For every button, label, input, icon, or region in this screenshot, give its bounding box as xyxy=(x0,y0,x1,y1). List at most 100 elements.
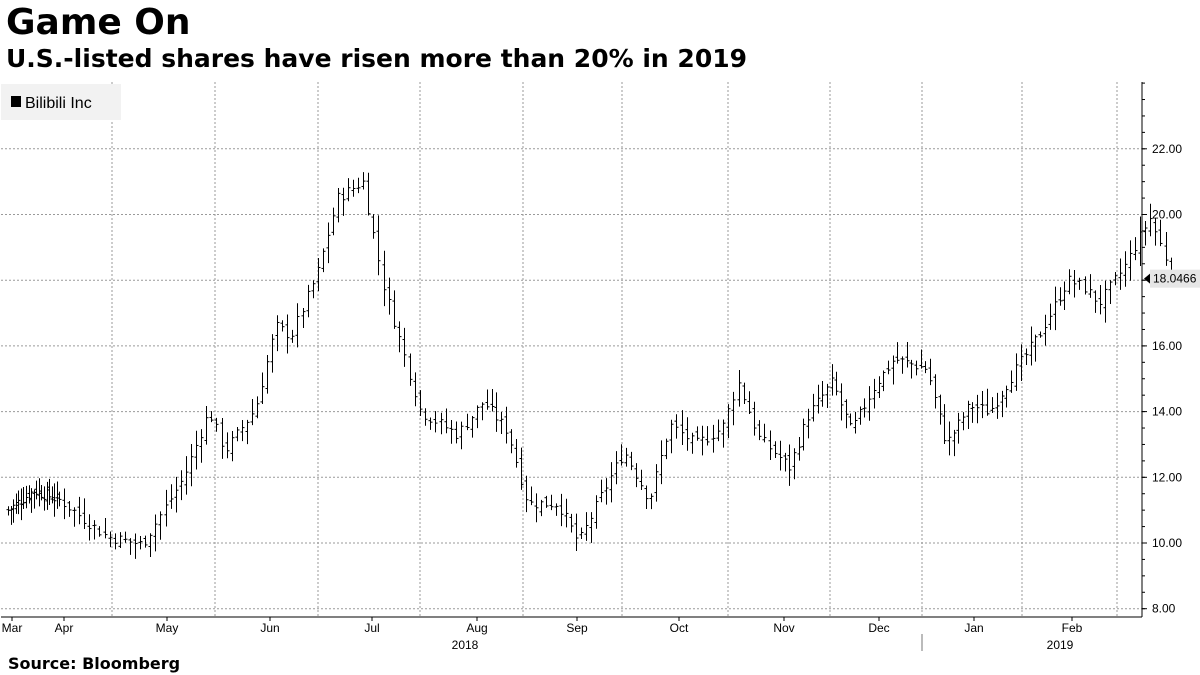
ohlc-bar xyxy=(1048,303,1053,330)
ohlc-bar xyxy=(209,411,214,423)
ohlc-bar xyxy=(858,406,863,425)
ohlc-bar xyxy=(524,475,529,513)
ohlc-bar xyxy=(418,390,423,416)
ohlc-bar xyxy=(47,478,52,505)
ohlc-bar xyxy=(439,412,444,435)
ohlc-bar xyxy=(169,484,174,509)
ohlc-bar xyxy=(1128,240,1133,281)
ohlc-bar xyxy=(1113,271,1118,286)
ohlc-bar xyxy=(108,531,113,548)
ohlc-bar xyxy=(72,507,77,527)
ohlc-bar xyxy=(34,480,39,500)
ohlc-bar xyxy=(1067,269,1072,295)
ohlc-bar xyxy=(721,419,726,448)
ohlc-bar xyxy=(351,179,356,197)
ohlc-bar xyxy=(980,390,985,419)
ohlc-bar xyxy=(797,436,802,461)
x-year-label: 2018 xyxy=(452,638,479,652)
ohlc-bar xyxy=(589,512,594,543)
ohlc-bar xyxy=(579,527,584,540)
x-tick-label: Feb xyxy=(1062,621,1083,635)
ohlc-bar xyxy=(77,496,82,525)
ohlc-bar xyxy=(504,406,509,444)
ohlc-bar xyxy=(204,406,209,445)
ohlc-bar xyxy=(143,535,148,548)
ohlc-bar xyxy=(113,533,118,550)
x-tick-label: May xyxy=(156,621,179,635)
x-tick-label: Jun xyxy=(260,621,279,635)
ohlc-bar xyxy=(634,463,639,488)
ohlc-bar xyxy=(938,394,943,425)
ohlc-bar xyxy=(752,401,757,436)
ohlc-bar xyxy=(24,485,29,509)
ohlc-bar xyxy=(1148,203,1153,237)
ohlc-bar xyxy=(376,215,381,276)
x-tick-label: Sep xyxy=(566,621,588,635)
chart-title: Game On xyxy=(6,2,191,43)
ohlc-bar xyxy=(778,440,783,471)
ohlc-bar xyxy=(747,391,752,414)
ohlc-bar xyxy=(428,417,433,430)
ohlc-bar xyxy=(514,439,519,468)
ohlc-bar xyxy=(1093,290,1098,313)
ohlc-bar xyxy=(509,429,514,454)
ohlc-bar xyxy=(690,432,695,454)
ohlc-bar xyxy=(762,423,767,443)
ohlc-bar xyxy=(1118,258,1123,290)
ohlc-bar xyxy=(346,178,351,202)
ohlc-bar xyxy=(834,371,839,396)
ohlc-bar xyxy=(742,382,747,404)
ohlc-bar xyxy=(539,499,544,517)
ohlc-bar xyxy=(1009,370,1014,393)
ohlc-bar xyxy=(830,364,835,396)
legend: Bilibili Inc xyxy=(1,84,121,120)
ohlc-bar xyxy=(361,172,366,190)
x-tick-label: Dec xyxy=(868,621,889,635)
ohlc-bar xyxy=(392,290,397,329)
ohlc-bar xyxy=(768,430,773,460)
ohlc-bar xyxy=(128,538,133,555)
ohlc-bar xyxy=(737,369,742,407)
ohlc-bar xyxy=(1038,331,1043,338)
ohlc-bar xyxy=(454,421,459,444)
ohlc-bar xyxy=(801,418,806,451)
ohlc-bar xyxy=(862,398,867,418)
ohlc-bar xyxy=(711,424,716,453)
ohlc-bar xyxy=(872,378,877,409)
ohlc-bar xyxy=(649,493,654,510)
ohlc-bar xyxy=(975,394,980,424)
ohlc-bar xyxy=(629,451,634,471)
ohlc-bar xyxy=(158,511,163,540)
ohlc-bar xyxy=(240,420,245,442)
ohlc-bar xyxy=(1004,385,1009,408)
ohlc-bar xyxy=(659,440,664,485)
last-price-marker: 18.0466 xyxy=(1144,269,1200,288)
ohlc-bar xyxy=(700,425,705,456)
ohlc-bar xyxy=(609,462,614,503)
ohlc-bar xyxy=(87,514,92,541)
ohlc-bar xyxy=(995,392,1000,419)
ohlc-bar xyxy=(62,488,67,520)
ohlc-bar xyxy=(295,303,300,348)
ohlc-bar xyxy=(316,258,321,292)
ohlc-bar xyxy=(669,419,674,454)
ohlc-bar xyxy=(891,355,896,385)
ohlc-bar xyxy=(942,404,947,445)
ohlc-bar xyxy=(1043,314,1048,346)
ohlc-bar xyxy=(985,388,990,416)
ohlc-bar xyxy=(138,536,143,550)
ohlc-bar xyxy=(716,419,721,442)
x-tick-label: Nov xyxy=(773,621,794,635)
ohlc-bar xyxy=(639,469,644,491)
ohlc-bar xyxy=(839,383,844,421)
ohlc-bar xyxy=(1033,334,1038,362)
ohlc-bar xyxy=(895,342,900,364)
ohlc-bar xyxy=(275,315,280,352)
ohlc-bar xyxy=(133,533,138,559)
ohlc-bar xyxy=(544,495,549,508)
ohlc-bar xyxy=(1133,237,1138,261)
ohlc-bar xyxy=(900,356,905,374)
x-tick-label: Mar xyxy=(2,621,23,635)
ohlc-bar xyxy=(933,374,938,409)
ohlc-bar xyxy=(811,393,816,422)
